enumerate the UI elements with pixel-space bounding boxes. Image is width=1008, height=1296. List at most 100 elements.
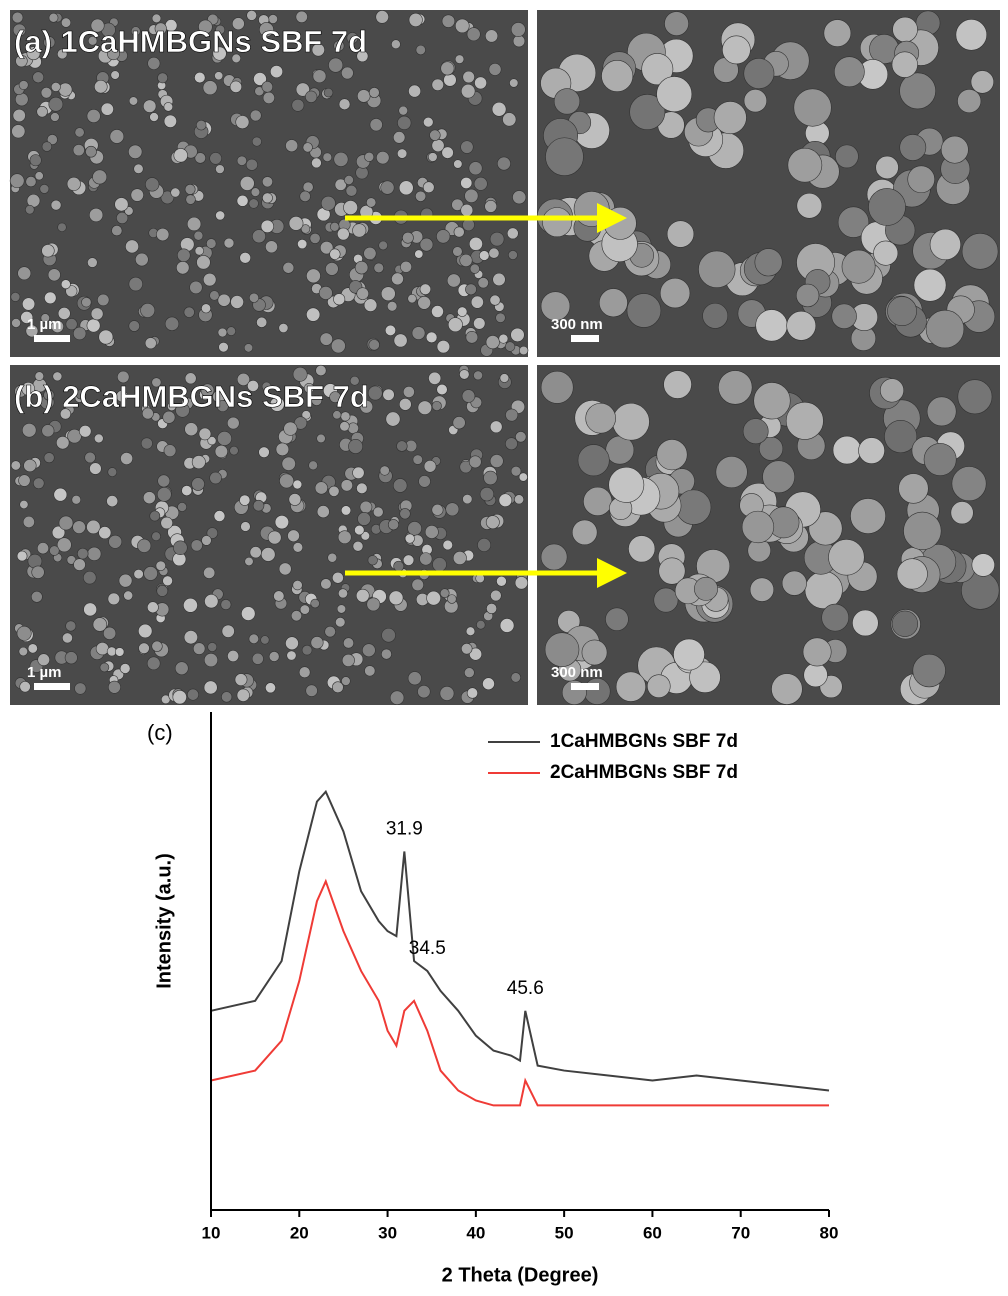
particle (486, 516, 499, 529)
particle (604, 207, 636, 239)
particle (469, 162, 482, 175)
particle (143, 492, 155, 504)
particle (509, 79, 518, 88)
particle (386, 412, 400, 426)
particle (490, 454, 503, 467)
particle (657, 76, 692, 111)
particle (341, 506, 351, 516)
particle (128, 145, 142, 159)
page: (a) 1CaHMBGNs SBF 7d1 µm300 nm(b) 2CaHMB… (0, 0, 1008, 1296)
particle (249, 634, 259, 644)
particle (197, 255, 211, 269)
particle (94, 80, 107, 93)
particle (174, 148, 188, 162)
particle (515, 431, 526, 442)
particle (444, 74, 457, 87)
particle (65, 652, 77, 664)
particle (129, 277, 143, 291)
particle (893, 17, 918, 42)
particle (930, 229, 961, 260)
particle (240, 176, 254, 190)
particle (289, 493, 301, 505)
particle (203, 81, 217, 95)
particle (144, 566, 158, 580)
particle (609, 467, 644, 502)
particle (268, 14, 277, 23)
particle (306, 685, 318, 697)
particle (339, 99, 350, 110)
particle (433, 557, 447, 571)
particle (787, 311, 816, 340)
particle (369, 340, 380, 351)
particle (302, 645, 312, 655)
particle (399, 106, 408, 115)
particle (490, 590, 501, 601)
particle (165, 317, 179, 331)
particle (44, 292, 56, 304)
particle (110, 129, 124, 143)
particle (330, 222, 339, 231)
particle (125, 240, 138, 253)
particle (381, 649, 391, 659)
particle (22, 298, 35, 311)
particle (412, 327, 425, 340)
particle (474, 77, 486, 89)
particle (40, 184, 49, 193)
particle (822, 604, 849, 631)
particle (332, 572, 343, 583)
panel-label: (a) 1CaHMBGNs SBF 7d (14, 24, 367, 59)
particle (409, 13, 422, 26)
particle (343, 200, 357, 214)
particle (270, 65, 282, 77)
scale-bar (34, 683, 70, 690)
particle (572, 520, 597, 545)
particle (394, 334, 407, 347)
particle (203, 567, 214, 578)
particle (83, 571, 96, 584)
particle (19, 647, 28, 656)
particle (201, 304, 210, 313)
particle (306, 308, 320, 322)
x-tick-label: 70 (731, 1223, 750, 1242)
particle (914, 269, 946, 301)
particle (971, 71, 994, 94)
particle (152, 14, 161, 23)
particle (12, 12, 23, 23)
particle (437, 384, 448, 395)
particle (44, 453, 54, 463)
particle (145, 178, 159, 192)
particle (362, 644, 375, 657)
particle (216, 211, 225, 220)
particle (31, 591, 42, 602)
particle (880, 379, 903, 402)
particle (164, 115, 177, 128)
particle (425, 525, 438, 538)
particle (210, 152, 222, 164)
particle (385, 325, 396, 336)
particle (479, 251, 489, 261)
particle (664, 12, 688, 36)
particle (474, 177, 487, 190)
particle (163, 576, 173, 586)
particle (892, 611, 918, 637)
particle (897, 559, 927, 589)
particle (832, 304, 857, 329)
particle (490, 421, 502, 433)
particle (927, 397, 956, 426)
particle (423, 182, 434, 193)
particle (309, 461, 318, 470)
particle (461, 204, 473, 216)
particle (59, 516, 73, 530)
particle (300, 191, 311, 202)
particle (364, 152, 373, 161)
particle (694, 577, 717, 600)
particle (175, 662, 188, 675)
particle (446, 503, 459, 516)
particle (484, 471, 498, 485)
particle (850, 498, 885, 533)
particle (403, 386, 414, 397)
particle (440, 686, 454, 700)
particle (342, 654, 354, 666)
particle (124, 591, 133, 600)
x-tick-label: 60 (643, 1223, 662, 1242)
